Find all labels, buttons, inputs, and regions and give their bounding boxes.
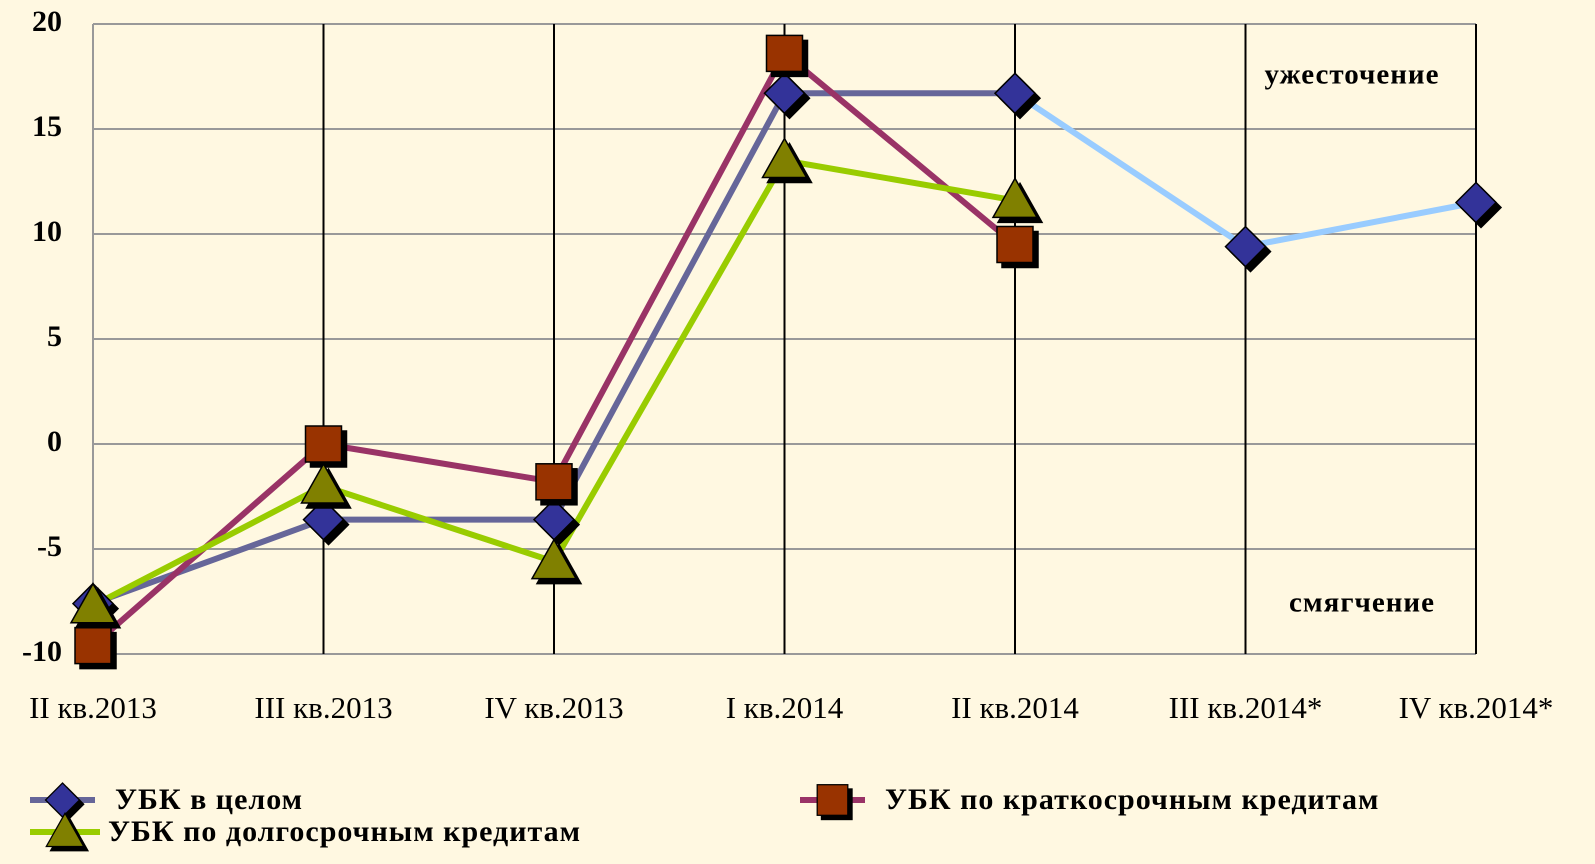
marker: [993, 72, 1042, 120]
marker-shape: [763, 72, 806, 115]
marker-shape: [304, 425, 343, 463]
marker: [761, 136, 813, 184]
marker-shape: [1454, 181, 1498, 224]
y-tick-label: 5: [47, 320, 62, 353]
y-tick-label: -5: [37, 530, 62, 563]
marker-shape: [991, 176, 1039, 219]
marker: [763, 72, 811, 120]
y-tick-label: 15: [32, 110, 62, 143]
marker: [304, 425, 348, 468]
marker-shape: [74, 626, 112, 665]
marker: [69, 582, 122, 629]
marker: [1454, 181, 1503, 229]
marker: [300, 462, 352, 509]
marker-shape: [993, 72, 1037, 115]
y-tick-label: -10: [22, 635, 62, 668]
x-tick-label: IV кв.2014*: [1399, 690, 1554, 725]
marker-shape: [302, 498, 345, 541]
legend-marker: [45, 812, 90, 852]
y-tick-label: 20: [32, 5, 62, 38]
legend-label: УБК по краткосрочным кредитам: [885, 783, 1379, 816]
y-tick-label: 0: [47, 425, 62, 458]
marker-shape: [761, 136, 808, 179]
marker: [302, 498, 350, 546]
marker: [535, 463, 578, 506]
marker: [991, 176, 1044, 224]
x-tick-label: IV кв.2013: [484, 690, 623, 725]
x-tick-label: II кв.2013: [29, 690, 157, 725]
x-tick-label: I кв.2014: [726, 690, 844, 725]
annotation: ужесточение: [1265, 59, 1440, 91]
marker: [765, 34, 809, 78]
marker-shape: [69, 582, 117, 624]
legend-label: УБК по долгосрочным кредитам: [108, 815, 581, 848]
marker: [530, 538, 583, 585]
legend-label: УБК в целом: [115, 783, 303, 816]
x-tick-label: II кв.2014: [951, 690, 1079, 725]
marker-shape: [45, 812, 85, 848]
marker-shape: [996, 225, 1034, 264]
x-tick-label: III кв.2014*: [1169, 690, 1323, 725]
marker-shape: [1224, 225, 1267, 268]
marker-shape: [765, 34, 804, 73]
marker-shape: [530, 538, 578, 580]
y-tick-label: 10: [32, 215, 62, 248]
marker: [1224, 225, 1272, 273]
marker: [996, 225, 1039, 269]
marker-shape: [816, 784, 849, 816]
marker: [532, 498, 581, 546]
legend-marker: [44, 782, 85, 823]
marker-shape: [300, 462, 347, 504]
marker-shape: [535, 463, 573, 501]
marker: [74, 626, 117, 670]
legend-marker: [816, 784, 853, 821]
x-tick-label: III кв.2013: [254, 690, 392, 725]
annotation: смягчение: [1289, 587, 1435, 619]
